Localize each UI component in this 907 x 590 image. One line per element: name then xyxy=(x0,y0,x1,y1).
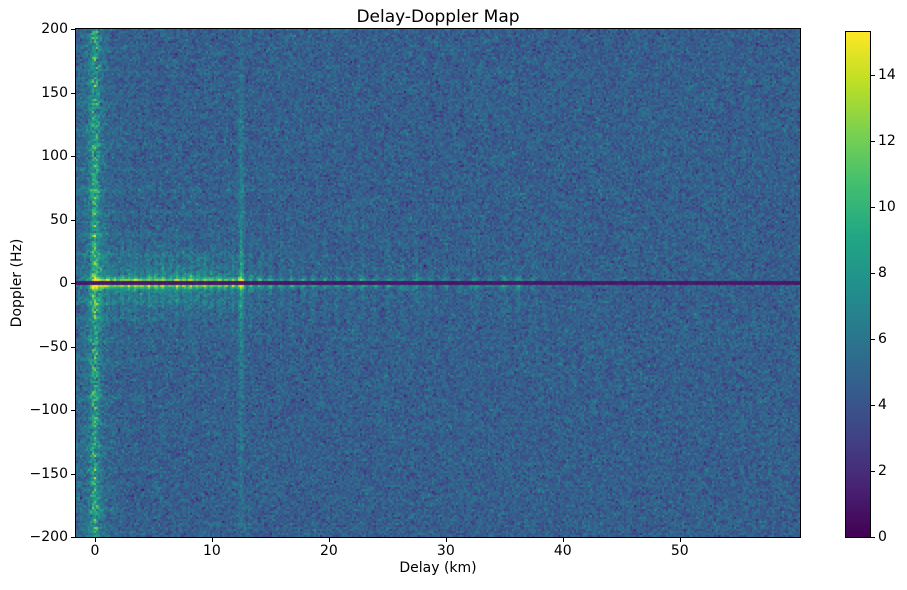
y-tick-mark xyxy=(71,537,75,538)
x-tick-label: 30 xyxy=(436,543,455,559)
y-tick-label: 200 xyxy=(41,21,68,37)
colorbar-tick-mark xyxy=(871,470,875,472)
y-tick-label: −200 xyxy=(29,529,68,545)
y-tick-label: 0 xyxy=(59,275,68,291)
heatmap-canvas xyxy=(75,28,801,538)
y-tick-mark xyxy=(71,473,75,475)
y-tick-label: 50 xyxy=(50,211,68,228)
x-tick-mark xyxy=(562,538,564,542)
plot-title: Delay-Doppler Map xyxy=(356,7,520,27)
colorbar-tick-label: 8 xyxy=(878,264,887,281)
colorbar-tick-mark xyxy=(871,338,875,340)
x-tick-label: 20 xyxy=(319,543,338,559)
x-tick-label: 0 xyxy=(90,543,100,559)
colorbar-tick-label: 2 xyxy=(878,462,887,479)
y-tick-label: −150 xyxy=(29,465,68,482)
y-tick-label: −50 xyxy=(38,338,68,355)
x-tick-label: 50 xyxy=(670,543,689,559)
y-tick-mark xyxy=(71,156,75,157)
y-tick-mark xyxy=(71,346,75,348)
colorbar-tick-mark xyxy=(871,74,875,76)
colorbar-tick-mark xyxy=(871,206,875,208)
colorbar-tick-label: 4 xyxy=(878,396,887,413)
colorbar-tick-mark xyxy=(871,272,875,274)
x-tick-label: 10 xyxy=(202,543,221,559)
y-tick-mark xyxy=(71,219,75,221)
y-tick-mark xyxy=(71,29,75,30)
y-tick-label: −100 xyxy=(29,402,68,418)
colorbar-tick-label: 14 xyxy=(878,66,896,83)
x-tick-mark xyxy=(211,538,213,542)
colorbar-tick-mark xyxy=(871,140,875,142)
y-tick-mark xyxy=(71,410,75,411)
colorbar-tick-label: 0 xyxy=(878,529,887,545)
colorbar-tick-label: 6 xyxy=(878,330,887,347)
colorbar-canvas xyxy=(845,31,871,538)
x-axis-label: Delay (km) xyxy=(399,560,477,576)
x-tick-mark xyxy=(328,538,330,542)
colorbar-tick-label: 12 xyxy=(878,132,896,149)
x-tick-mark xyxy=(679,538,681,542)
y-tick-label: 150 xyxy=(41,84,68,101)
y-tick-mark xyxy=(71,283,75,284)
colorbar-tick-mark xyxy=(871,404,875,406)
x-tick-mark xyxy=(445,538,447,542)
y-tick-mark xyxy=(71,92,75,94)
y-tick-label: 100 xyxy=(41,148,68,164)
colorbar-tick-label: 10 xyxy=(878,198,896,215)
x-tick-label: 40 xyxy=(553,543,572,559)
x-tick-mark xyxy=(94,538,96,542)
colorbar-tick-mark xyxy=(871,537,875,538)
